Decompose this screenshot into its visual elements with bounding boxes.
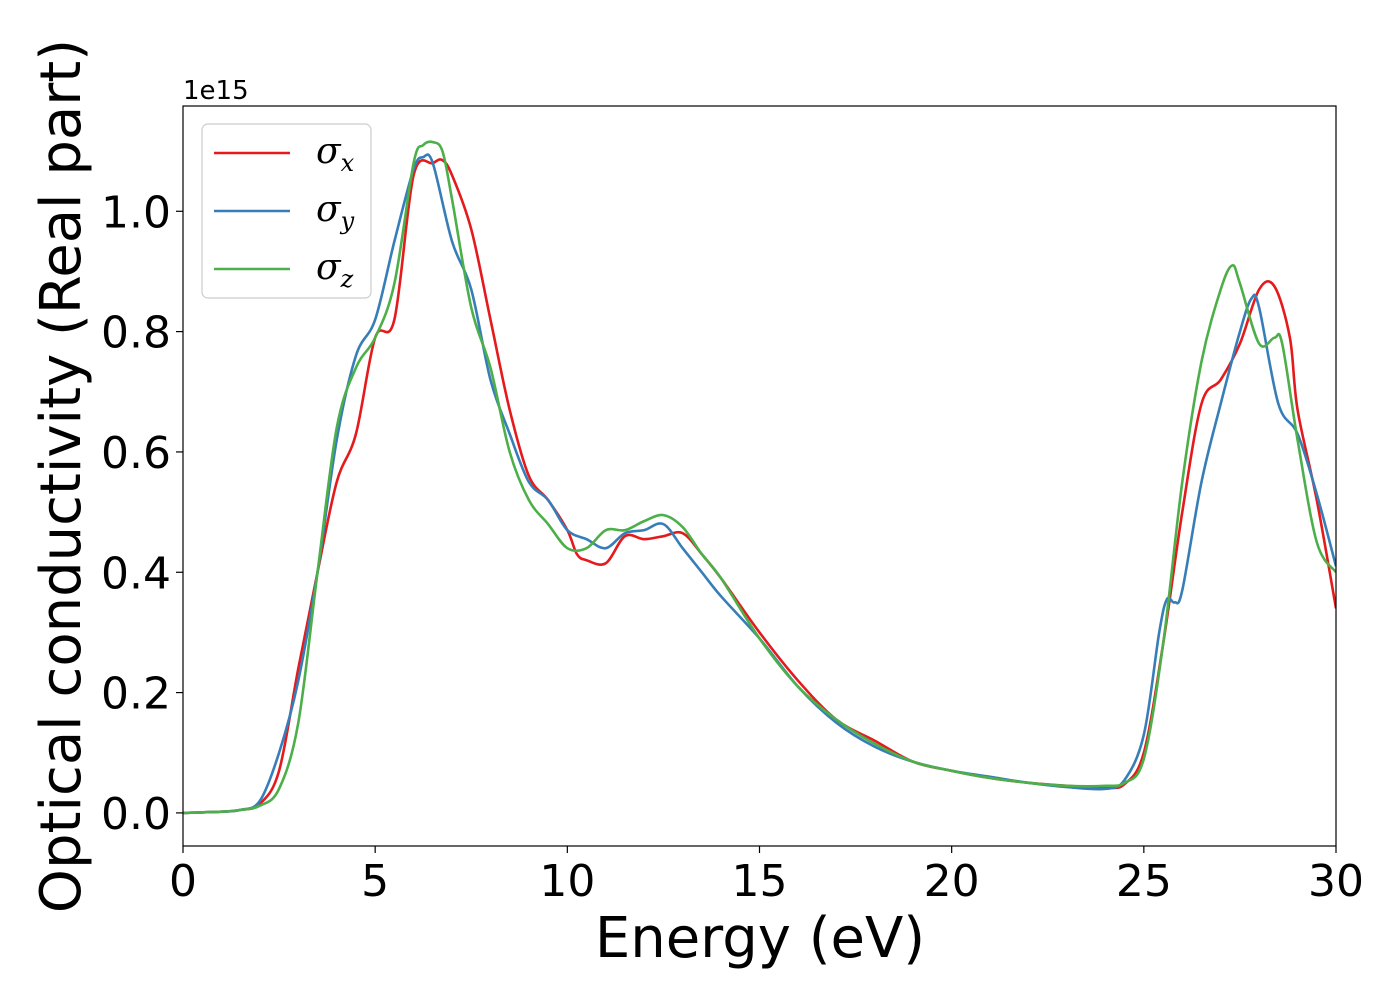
series-lines bbox=[183, 140, 1336, 815]
x-axis-ticks: 0 5 10 15 20 25 30 bbox=[169, 846, 1364, 907]
y-tick-label: 0.4 bbox=[101, 548, 171, 599]
y-tick-label: 0.8 bbox=[101, 308, 171, 359]
series-line-x bbox=[183, 158, 1336, 815]
y-tick-label: 1.0 bbox=[101, 187, 171, 238]
x-axis-label: Energy (eV) bbox=[595, 906, 925, 971]
y-tick-label: 0.6 bbox=[101, 428, 171, 479]
x-tick-label: 25 bbox=[1116, 856, 1172, 907]
x-tick-label: 20 bbox=[924, 856, 980, 907]
x-tick-label: 0 bbox=[169, 856, 197, 907]
y-tick-label: 0.0 bbox=[101, 789, 171, 840]
y-axis-label: Optical conductivity (Real part) bbox=[29, 39, 94, 913]
y-offset-label: 1e15 bbox=[183, 76, 249, 106]
x-tick-label: 10 bbox=[539, 856, 595, 907]
series-line-z bbox=[183, 140, 1336, 815]
x-tick-label: 5 bbox=[361, 856, 389, 907]
x-tick-label: 15 bbox=[732, 856, 788, 907]
x-tick-label: 30 bbox=[1308, 856, 1364, 907]
series-line-y bbox=[183, 153, 1336, 815]
y-axis-ticks: 0.0 0.2 0.4 0.6 0.8 1.0 bbox=[101, 187, 183, 840]
y-tick-label: 0.2 bbox=[101, 669, 171, 720]
